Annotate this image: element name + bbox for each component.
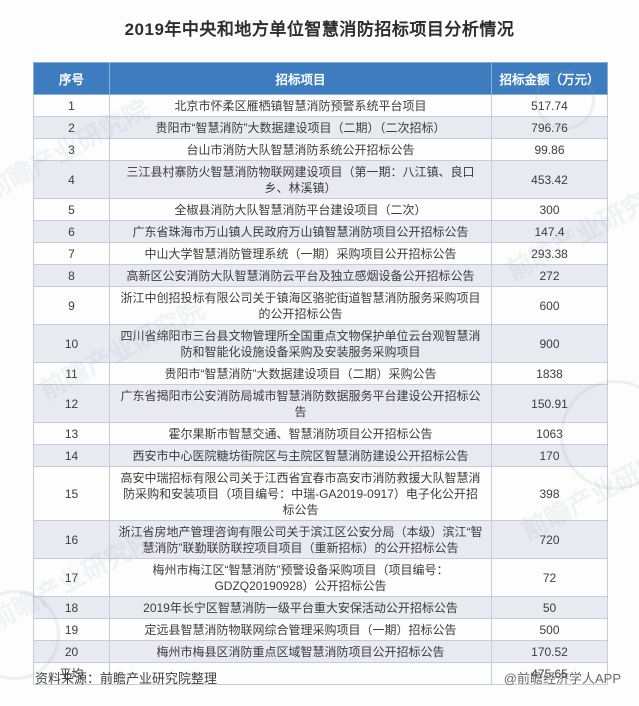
- project-cell: 贵阳市“智慧消防”大数据建设项目（二期）采购公告: [109, 362, 492, 385]
- amount-cell: 300: [491, 198, 608, 221]
- amount-cell: 293.38: [491, 242, 608, 265]
- amount-cell: 398: [491, 466, 608, 521]
- index-cell: 14: [33, 444, 110, 467]
- table-body: 1 北京市怀柔区雁栖镇智慧消防预警系统平台项目 517.74 2 贵阳市“智慧消防”大数…: [33, 94, 608, 685]
- project-cell: 定远县智慧消防物联网综合管理采购项目（一期）招标公告: [109, 618, 492, 641]
- index-cell: 11: [33, 362, 110, 385]
- amount-cell: 796.76: [491, 116, 608, 139]
- amount-cell: 150.91: [491, 384, 608, 423]
- amount-cell: 1063: [491, 422, 608, 445]
- table-row: 1 北京市怀柔区雁栖镇智慧消防预警系统平台项目 517.74: [33, 94, 608, 117]
- project-cell: 梅州市梅江区“智慧消防”预警设备采购项目（项目编号：GDZQ20190928）公…: [109, 558, 492, 597]
- table-row: 14 西安市中心医院糖坊街院区与主院区智慧消防建设公开招标公告 170: [33, 444, 608, 467]
- column-header-project: 招标项目: [109, 62, 492, 95]
- index-cell: 13: [33, 422, 110, 445]
- project-cell: 2019年长宁区智慧消防一级平台重大安保活动公开招标公告: [109, 596, 492, 619]
- project-cell: 浙江中创招投标有限公司关于镇海区骆驼街道智慧消防服务采购项目的公开招标公告: [109, 286, 492, 325]
- index-cell: 19: [33, 618, 110, 641]
- amount-cell: 500: [491, 618, 608, 641]
- index-cell: 7: [33, 242, 110, 265]
- amount-cell: 170.52: [491, 640, 608, 663]
- amount-cell: 517.74: [491, 94, 608, 117]
- project-cell: 贵阳市“智慧消防”大数据建设项目（二期）（二次招标）: [109, 116, 492, 139]
- table-row: 13 霍尔果斯市智慧交通、智慧消防项目公开招标公告 1063: [33, 422, 608, 445]
- index-cell: 9: [33, 286, 110, 325]
- table-row: 2 贵阳市“智慧消防”大数据建设项目（二期）（二次招标） 796.76: [33, 116, 608, 139]
- table-row: 3 台山市消防大队智慧消防系统公开招标公告 99.86: [33, 138, 608, 161]
- project-cell: 中山大学智慧消防管理系统（一期）采购项目公开招标公告: [109, 242, 492, 265]
- amount-cell: 1838: [491, 362, 608, 385]
- table-row: 4 三江县村寨防火智慧消防物联网建设项目（第一期：八江镇、良口乡、林溪镇） 453.…: [33, 160, 608, 199]
- amount-cell: 170: [491, 444, 608, 467]
- table-row: 平均 475.65: [33, 662, 608, 685]
- table-row: 9 浙江中创招投标有限公司关于镇海区骆驼街道智慧消防服务采购项目的公开招标公告 60…: [33, 286, 608, 325]
- amount-cell: 475.65: [491, 662, 608, 685]
- amount-cell: 72: [491, 558, 608, 597]
- index-cell: 5: [33, 198, 110, 221]
- table-row: 7 中山大学智慧消防管理系统（一期）采购项目公开招标公告 293.38: [33, 242, 608, 265]
- project-cell: 西安市中心医院糖坊街院区与主院区智慧消防建设公开招标公告: [109, 444, 492, 467]
- amount-cell: 99.86: [491, 138, 608, 161]
- table-header-row: 序号 招标项目 招标金额（万元）: [33, 62, 608, 95]
- column-header-amount: 招标金额（万元）: [491, 62, 608, 95]
- table-row: 6 广东省珠海市万山镇人民政府万山镇智慧消防项目公开招标公告 147.4: [33, 220, 608, 243]
- table-row: 20 梅州市梅县区消防重点区域智慧消防项目公开招标公告 170.52: [33, 640, 608, 663]
- page-title: 2019年中央和地方单位智慧消防招标项目分析情况: [124, 20, 515, 39]
- project-cell: 北京市怀柔区雁栖镇智慧消防预警系统平台项目: [109, 94, 492, 117]
- index-cell: 4: [33, 160, 110, 199]
- project-cell: 四川省绵阳市三台县文物管理所全国重点文物保护单位云台观智慧消防和智能化设施设备采…: [109, 324, 492, 363]
- project-cell: 梅州市梅县区消防重点区域智慧消防项目公开招标公告: [109, 640, 492, 663]
- amount-cell: 272: [491, 264, 608, 287]
- amount-cell: 600: [491, 286, 608, 325]
- project-cell: 广东省珠海市万山镇人民政府万山镇智慧消防项目公开招标公告: [109, 220, 492, 243]
- project-cell: 霍尔果斯市智慧交通、智慧消防项目公开招标公告: [109, 422, 492, 445]
- index-cell: 6: [33, 220, 110, 243]
- table-row: 5 全椒县消防大队智慧消防平台建设项目（二次） 300: [33, 198, 608, 221]
- amount-cell: 147.4: [491, 220, 608, 243]
- project-cell: 全椒县消防大队智慧消防平台建设项目（二次）: [109, 198, 492, 221]
- index-cell: 12: [33, 384, 110, 423]
- index-cell: 2: [33, 116, 110, 139]
- table-row: 19 定远县智慧消防物联网综合管理采购项目（一期）招标公告 500: [33, 618, 608, 641]
- amount-cell: 900: [491, 324, 608, 363]
- amount-cell: 453.42: [491, 160, 608, 199]
- index-cell: 16: [33, 520, 110, 559]
- table-row: 11 贵阳市“智慧消防”大数据建设项目（二期）采购公告 1838: [33, 362, 608, 385]
- table-row: 18 2019年长宁区智慧消防一级平台重大安保活动公开招标公告 50: [33, 596, 608, 619]
- index-cell: 20: [33, 640, 110, 663]
- project-cell: 高安中瑞招标有限公司关于江西省宜春市高安市消防救援大队智慧消防采购和安装项目（项…: [109, 466, 492, 521]
- project-cell: 广东省揭阳市公安消防局城市智慧消防数据服务平台建设公开招标公告: [109, 384, 492, 423]
- project-cell: 高新区公安消防大队智慧消防云平台及独立感烟设备公开招标公告: [109, 264, 492, 287]
- project-cell: 台山市消防大队智慧消防系统公开招标公告: [109, 138, 492, 161]
- table-row: 10 四川省绵阳市三台县文物管理所全国重点文物保护单位云台观智慧消防和智能化设施设…: [33, 324, 608, 363]
- table-row: 16 浙江省房地产管理咨询有限公司关于滨江区公安分局（本级）滨江“智慧消防”联勤联…: [33, 520, 608, 559]
- project-cell: 三江县村寨防火智慧消防物联网建设项目（第一期：八江镇、良口乡、林溪镇）: [109, 160, 492, 199]
- index-cell: 17: [33, 558, 110, 597]
- footer: 资料来源：前瞻产业研究院整理 @前瞻经济学人APP: [35, 668, 621, 687]
- tender-projects-table: 序号 招标项目 招标金额（万元） 1 北京市怀柔区雁栖镇智慧消防预警系统平台项目 5…: [33, 62, 608, 685]
- index-cell: 10: [33, 324, 110, 363]
- index-cell: 15: [33, 466, 110, 521]
- table-row: 17 梅州市梅江区“智慧消防”预警设备采购项目（项目编号：GDZQ20190928…: [33, 558, 608, 597]
- table-row: 15 高安中瑞招标有限公司关于江西省宜春市高安市消防救援大队智慧消防采购和安装项目…: [33, 466, 608, 521]
- source-note: 资料来源：前瞻产业研究院整理: [35, 671, 218, 686]
- table-row: 12 广东省揭阳市公安消防局城市智慧消防数据服务平台建设公开招标公告 150.91: [33, 384, 608, 423]
- amount-cell: 50: [491, 596, 608, 619]
- index-cell: 8: [33, 264, 110, 287]
- brand-credit: @前瞻经济学人APP: [503, 671, 621, 686]
- table-row: 8 高新区公安消防大队智慧消防云平台及独立感烟设备公开招标公告 272: [33, 264, 608, 287]
- index-cell: 3: [33, 138, 110, 161]
- project-cell: 浙江省房地产管理咨询有限公司关于滨江区公安分局（本级）滨江“智慧消防”联勤联防联…: [109, 520, 492, 559]
- index-cell: 1: [33, 94, 110, 117]
- index-cell: 18: [33, 596, 110, 619]
- column-header-index: 序号: [33, 62, 110, 95]
- amount-cell: 720: [491, 520, 608, 559]
